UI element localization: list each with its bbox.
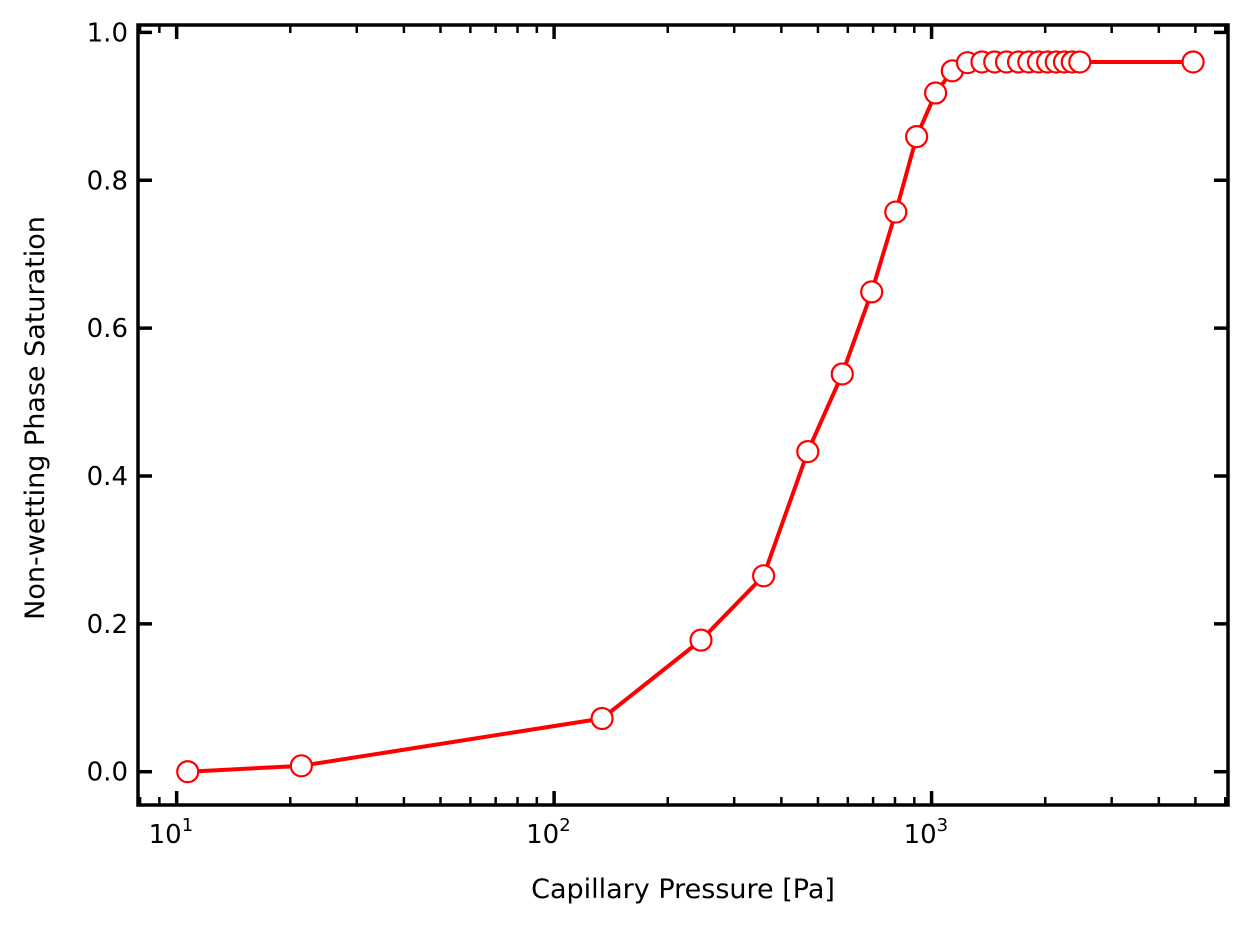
data-point [1181, 50, 1205, 74]
y-tick-label: 0.4 [87, 462, 128, 492]
data-point [590, 706, 614, 731]
x-tick-label-exponent: 3 [937, 815, 948, 836]
data-point [689, 628, 713, 652]
x-tick-label-base: 10 [149, 820, 182, 850]
data-point [752, 564, 776, 588]
y-tick-label: 0.8 [87, 166, 128, 196]
plot-frame [136, 23, 1230, 807]
data-point [830, 362, 854, 386]
y-axis-label: Non-wetting Phase Saturation [20, 216, 51, 620]
y-tick-label: 0.6 [87, 314, 128, 344]
data-point [176, 760, 200, 784]
data-point [796, 439, 820, 464]
series-layer [176, 50, 1205, 784]
x-tick-label-exponent: 2 [559, 815, 570, 836]
data-point [905, 125, 929, 149]
x-tick-label: 101 [149, 815, 194, 850]
series-line [187, 59, 1194, 774]
data-point [884, 200, 908, 224]
data-point [1068, 50, 1092, 74]
x-axis-label: Capillary Pressure [Pa] [531, 874, 835, 905]
y-tick-label: 0.2 [87, 610, 128, 640]
x-tick-label-exponent: 1 [182, 815, 193, 836]
x-tick-label-base: 10 [904, 820, 937, 850]
y-tick-label: 0.0 [87, 758, 128, 788]
x-tick-label: 102 [526, 815, 571, 850]
x-tick-label-base: 10 [526, 820, 559, 850]
data-point [289, 754, 313, 778]
y-tick-label: 1.0 [87, 18, 128, 48]
data-point [860, 280, 884, 304]
x-tick-label: 103 [904, 815, 949, 850]
data-point [924, 81, 948, 105]
